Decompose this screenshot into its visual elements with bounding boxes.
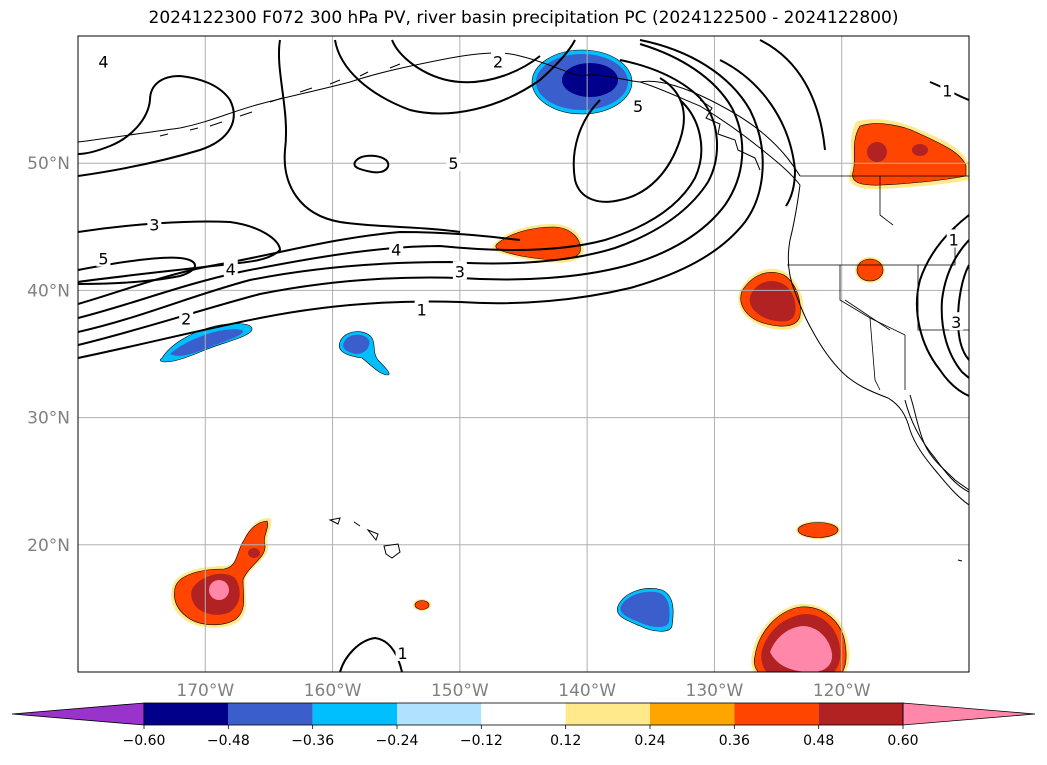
map-area: 4 2 5 5 3 4 5 4 3 1 2 1 1 3 1	[78, 36, 969, 672]
lon-tick-label: 150°W	[431, 681, 489, 701]
pv-contour-label: 4	[96, 51, 111, 71]
colorbar-tick-label: −0.60	[123, 733, 166, 749]
pv-contour-label: 4	[223, 258, 238, 279]
pv-contour-label: 1	[395, 642, 410, 663]
pv-contour-label-text: 2	[493, 52, 503, 71]
colorbar-segment	[397, 703, 482, 725]
pv-contour-label-text: 2	[181, 309, 191, 328]
pv-contour-label-text: 5	[633, 97, 643, 116]
pv-contour-label-text: 3	[951, 313, 961, 332]
latitude-labels: 50°N 40°N 30°N 20°N	[27, 154, 70, 556]
lon-tick-label: 170°W	[176, 681, 234, 701]
pv-contour-label: 5	[446, 153, 461, 173]
precip-anomaly-layer	[160, 49, 969, 672]
precip-positive-blob	[413, 599, 431, 611]
colorbar-tick-label: −0.48	[207, 733, 250, 749]
pv-contour-label: 5	[631, 95, 646, 116]
pv-contour-label-text: 1	[397, 644, 407, 663]
colorbar-tick-label: −0.36	[291, 733, 334, 749]
pv-contour-label: 1	[946, 229, 961, 250]
pv-contour-label: 2	[179, 308, 194, 328]
colorbar-frame	[143, 702, 904, 726]
pv-contour-label-text: 4	[98, 52, 108, 71]
colorbar-segment	[650, 703, 735, 725]
pv-contour-label-text: 1	[949, 231, 959, 250]
colorbar-tick-label: −0.12	[460, 733, 503, 749]
lon-tick-label: 120°W	[813, 681, 871, 701]
pv-contour-label-text: 3	[149, 215, 159, 234]
pv-contour-label-text: 1	[942, 82, 952, 101]
precip-positive-blob	[738, 268, 804, 330]
pv-contour-label: 4	[389, 239, 404, 260]
lon-tick-label: 160°W	[304, 681, 362, 701]
pv-contour-label-text: 4	[391, 241, 401, 260]
map-title: 2024122300 F072 300 hPa PV, river basin …	[148, 8, 899, 28]
pv-contour-label: 2	[491, 51, 506, 71]
lat-tick-label: 40°N	[27, 281, 70, 301]
precip-positive-blob	[849, 119, 969, 190]
colorbar-tick-label: −0.24	[376, 733, 419, 749]
colorbar-segment	[565, 703, 650, 725]
colorbar-extend-high	[902, 702, 1036, 726]
pv-contour-label: 1	[414, 299, 429, 319]
lon-tick-label: 140°W	[558, 681, 616, 701]
pv-contour-label-text: 3	[455, 262, 465, 281]
lat-tick-label: 30°N	[27, 409, 70, 429]
precip-negative-blob	[338, 331, 390, 376]
colorbar-tick-label: 0.12	[550, 733, 581, 749]
colorbar-segment	[818, 703, 903, 725]
longitude-labels: 170°W 160°W 150°W 140°W 130°W 120°W	[176, 681, 870, 701]
pv-contour-label: 1	[940, 80, 955, 101]
pv-contour-labels: 4 2 5 5 3 4 5 4 3 1 2 1 1 3 1	[96, 51, 964, 663]
pv-contour-label-text: 5	[98, 250, 108, 269]
pv-contour-label: 3	[147, 214, 162, 234]
pv-contour-label-text: 4	[226, 260, 236, 279]
precip-negative-blob	[531, 49, 633, 115]
pv-contour-label: 3	[452, 261, 467, 281]
colorbar-segment	[312, 703, 397, 725]
lat-tick-label: 20°N	[27, 536, 70, 556]
pv-contour-label-text: 1	[417, 300, 427, 319]
precip-negative-blob	[616, 588, 674, 632]
precip-positive-blob	[855, 257, 885, 283]
colorbar-segment	[734, 703, 819, 725]
map-frame	[77, 35, 970, 673]
precip-positive-blob	[751, 603, 850, 672]
colorbar-segment	[481, 703, 566, 725]
lat-tick-label: 50°N	[27, 154, 70, 174]
pv-contour-label-text: 5	[448, 154, 458, 173]
colorbar-segment	[144, 703, 229, 725]
colorbar-segment	[228, 703, 313, 725]
precip-positive-blob	[171, 518, 272, 628]
colorbar-extend-low	[11, 702, 145, 726]
pv-contour-label: 3	[949, 312, 964, 332]
precip-positive-blob	[796, 521, 840, 539]
colorbar-tick-label: 0.60	[887, 733, 918, 749]
colorbar-tick-label: 0.48	[803, 733, 834, 749]
colorbar: −0.60 −0.48 −0.36 −0.24 −0.12 0.12 0.24 0.36 0.4…	[11, 702, 1036, 749]
pv-contour-label: 5	[96, 248, 111, 269]
graticule	[78, 36, 969, 672]
colorbar-tick-label: 0.24	[634, 733, 665, 749]
lon-tick-label: 130°W	[686, 681, 744, 701]
colorbar-tick-label: 0.36	[719, 733, 750, 749]
precip-positive-blob	[492, 224, 584, 263]
